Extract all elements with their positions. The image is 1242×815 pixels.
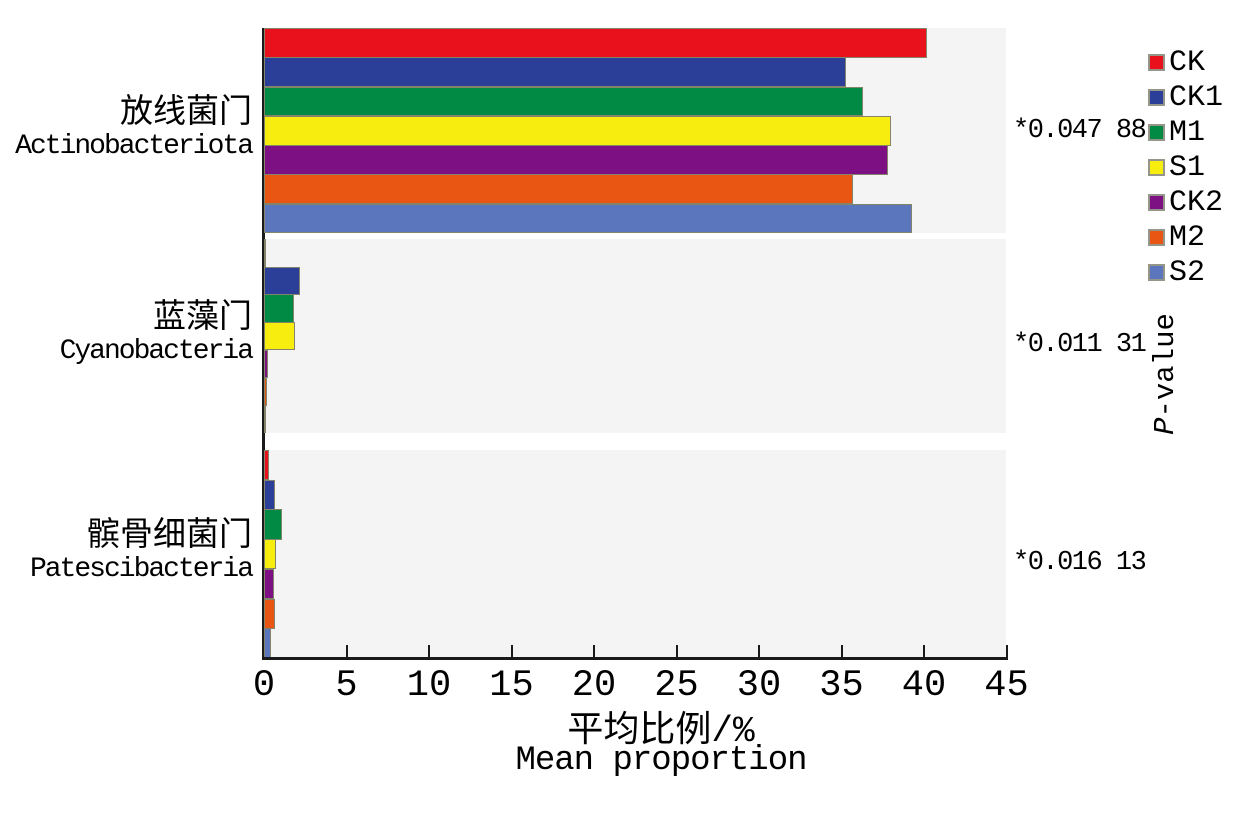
bar-M2-cyanobacteria bbox=[264, 377, 268, 406]
legend-label-CK: CK bbox=[1169, 45, 1206, 80]
right-axis-title-p-value: P-value bbox=[1149, 294, 1182, 454]
x-axis-line bbox=[262, 657, 1008, 660]
legend-swatch-M1 bbox=[1148, 124, 1165, 141]
x-axis-tick-35 bbox=[840, 645, 843, 657]
bar-S2-actinobacteriota bbox=[264, 203, 913, 234]
x-axis-tick-30 bbox=[758, 645, 760, 657]
bar-M2-patescibacteria bbox=[264, 598, 275, 629]
x-tick-label-45: 45 bbox=[984, 665, 1029, 707]
x-axis-tick-20 bbox=[593, 645, 595, 657]
legend-swatch-S1 bbox=[1148, 159, 1165, 176]
bar-CK1-patescibacteria bbox=[264, 479, 275, 510]
p-value-actinobacteriota: *0.047 88 bbox=[1013, 116, 1147, 146]
legend: CK CK1 M1 S1 CK2 M2 S2 bbox=[1148, 45, 1223, 290]
legend-swatch-CK1 bbox=[1148, 89, 1165, 106]
bar-S2-patescibacteria bbox=[264, 628, 272, 659]
p-value-cyanobacteria: *0.011 31 bbox=[1013, 330, 1147, 360]
category-label-zh: 蓝藻门 bbox=[153, 300, 252, 337]
legend-item-S1: S1 bbox=[1148, 150, 1223, 185]
bar-CK1-actinobacteriota bbox=[264, 57, 847, 88]
x-tick-label-0: 0 bbox=[252, 665, 276, 707]
bar-CK2-actinobacteriota bbox=[264, 145, 888, 175]
category-label-en: Cyanobacteria bbox=[59, 336, 254, 368]
legend-swatch-M2 bbox=[1148, 229, 1165, 246]
bar-M2-actinobacteriota bbox=[264, 174, 854, 205]
bar-CK2-cyanobacteria bbox=[264, 349, 269, 379]
x-axis-tick-25 bbox=[675, 645, 678, 657]
p-italic: P bbox=[1149, 417, 1182, 435]
legend-item-CK2: CK2 bbox=[1148, 185, 1223, 220]
legend-item-M1: M1 bbox=[1148, 115, 1223, 150]
category-label-cyanobacteria: 蓝藻门 Cyanobacteria bbox=[0, 300, 254, 368]
category-label-actinobacteriota: 放线菌门 Actinobacteriota bbox=[0, 95, 254, 163]
legend-label-CK1: CK1 bbox=[1169, 80, 1224, 115]
y-axis-line bbox=[262, 28, 265, 660]
category-label-zh: 放线菌门 bbox=[120, 95, 252, 132]
group-panel-cyanobacteria bbox=[264, 239, 1006, 433]
bar-M1-patescibacteria bbox=[264, 509, 283, 540]
p-value-patescibacteria: *0.016 13 bbox=[1013, 548, 1147, 578]
x-axis-tick-5 bbox=[345, 645, 348, 657]
x-tick-label-10: 10 bbox=[406, 665, 452, 707]
x-tick-label-25: 25 bbox=[654, 665, 699, 707]
x-tick-label-20: 20 bbox=[571, 665, 617, 707]
x-axis-tick-10 bbox=[428, 645, 430, 657]
legend-swatch-CK2 bbox=[1148, 194, 1165, 211]
bar-CK1-cyanobacteria bbox=[264, 266, 301, 295]
bar-S1-actinobacteriota bbox=[264, 115, 891, 146]
bar-M1-actinobacteriota bbox=[264, 86, 863, 117]
legend-item-CK: CK bbox=[1148, 45, 1223, 80]
category-label-patescibacteria: 髌骨细菌门 Patescibacteria bbox=[0, 518, 254, 586]
x-axis-tick-40 bbox=[923, 645, 925, 657]
legend-label-M1: M1 bbox=[1169, 115, 1206, 150]
legend-item-CK1: CK1 bbox=[1148, 80, 1223, 115]
x-axis-tick-15 bbox=[510, 645, 513, 657]
bar-S1-cyanobacteria bbox=[264, 322, 296, 351]
category-label-en: Actinobacteriota bbox=[15, 131, 254, 163]
x-axis-tick-45 bbox=[1005, 645, 1008, 657]
x-tick-label-40: 40 bbox=[901, 665, 947, 707]
x-tick-label-15: 15 bbox=[489, 665, 534, 707]
x-axis-title-en: Mean proportion bbox=[515, 742, 807, 780]
bar-CK2-patescibacteria bbox=[264, 568, 274, 600]
bar-S2-cyanobacteria bbox=[264, 405, 267, 434]
bar-CK-cyanobacteria bbox=[264, 239, 266, 268]
legend-swatch-CK bbox=[1148, 54, 1165, 71]
x-tick-label-35: 35 bbox=[819, 665, 864, 707]
p-rest: -value bbox=[1149, 313, 1182, 418]
x-tick-label-30: 30 bbox=[736, 665, 782, 707]
legend-label-S2: S2 bbox=[1169, 255, 1206, 290]
plot-area bbox=[262, 28, 1008, 660]
bar-CK-patescibacteria bbox=[264, 450, 269, 481]
category-label-zh: 髌骨细菌门 bbox=[87, 518, 252, 555]
legend-label-CK2: CK2 bbox=[1169, 185, 1224, 220]
x-axis-title-zh: 平均比例/% bbox=[567, 711, 755, 752]
category-label-en: Patescibacteria bbox=[29, 554, 254, 586]
bar-M1-cyanobacteria bbox=[264, 294, 294, 323]
legend-label-S1: S1 bbox=[1169, 150, 1206, 185]
legend-swatch-S2 bbox=[1148, 264, 1165, 281]
legend-item-M2: M2 bbox=[1148, 220, 1223, 255]
bar-S1-patescibacteria bbox=[264, 539, 276, 570]
x-tick-label-5: 5 bbox=[335, 665, 358, 707]
legend-label-M2: M2 bbox=[1169, 220, 1206, 255]
legend-item-S2: S2 bbox=[1148, 255, 1223, 290]
group-panel-patescibacteria bbox=[264, 450, 1006, 658]
bar-CK-actinobacteriota bbox=[264, 28, 928, 58]
